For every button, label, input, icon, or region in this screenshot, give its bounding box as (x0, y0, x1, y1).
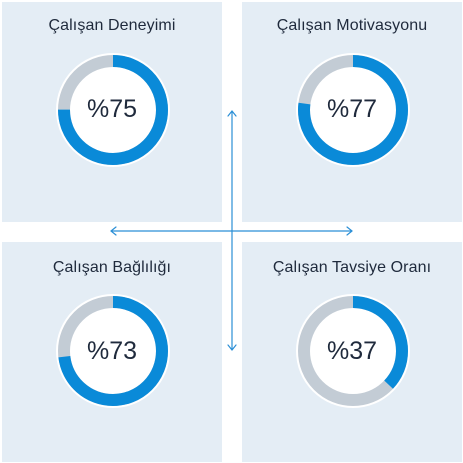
donut-chart (56, 294, 170, 408)
card-employee-motivation: Çalışan Motivasyonu %77 (242, 2, 462, 222)
double-arrow-horizontal-icon (110, 226, 353, 236)
double-arrow-vertical-icon (227, 110, 237, 351)
donut-value-arc (298, 296, 408, 406)
card-title: Çalışan Tavsiye Oranı (272, 259, 432, 276)
donut-chart (296, 53, 410, 167)
donut-chart (56, 53, 170, 167)
card-title: Çalışan Bağlılığı (52, 259, 172, 276)
donut-value-label: %75 (86, 95, 138, 123)
donut-center (71, 68, 155, 152)
card-title: Çalışan Deneyimi (48, 17, 176, 34)
donut-center (71, 309, 155, 393)
donut-center (311, 68, 395, 152)
donut-center (311, 309, 395, 393)
card-title: Çalışan Motivasyonu (276, 17, 428, 34)
donut-value-label: %73 (86, 337, 138, 365)
donut-value-arc (298, 55, 408, 165)
donut-chart (296, 294, 410, 408)
donut-value-arc (58, 55, 168, 165)
card-employee-recommendation-rate: Çalışan Tavsiye Oranı %37 (242, 242, 462, 462)
donut-value-arc (58, 296, 168, 406)
card-employee-experience: Çalışan Deneyimi %75 (2, 2, 222, 222)
card-employee-engagement: Çalışan Bağlılığı %73 (2, 242, 222, 462)
donut-value-label: %37 (326, 337, 378, 365)
donut-value-label: %77 (326, 95, 378, 123)
